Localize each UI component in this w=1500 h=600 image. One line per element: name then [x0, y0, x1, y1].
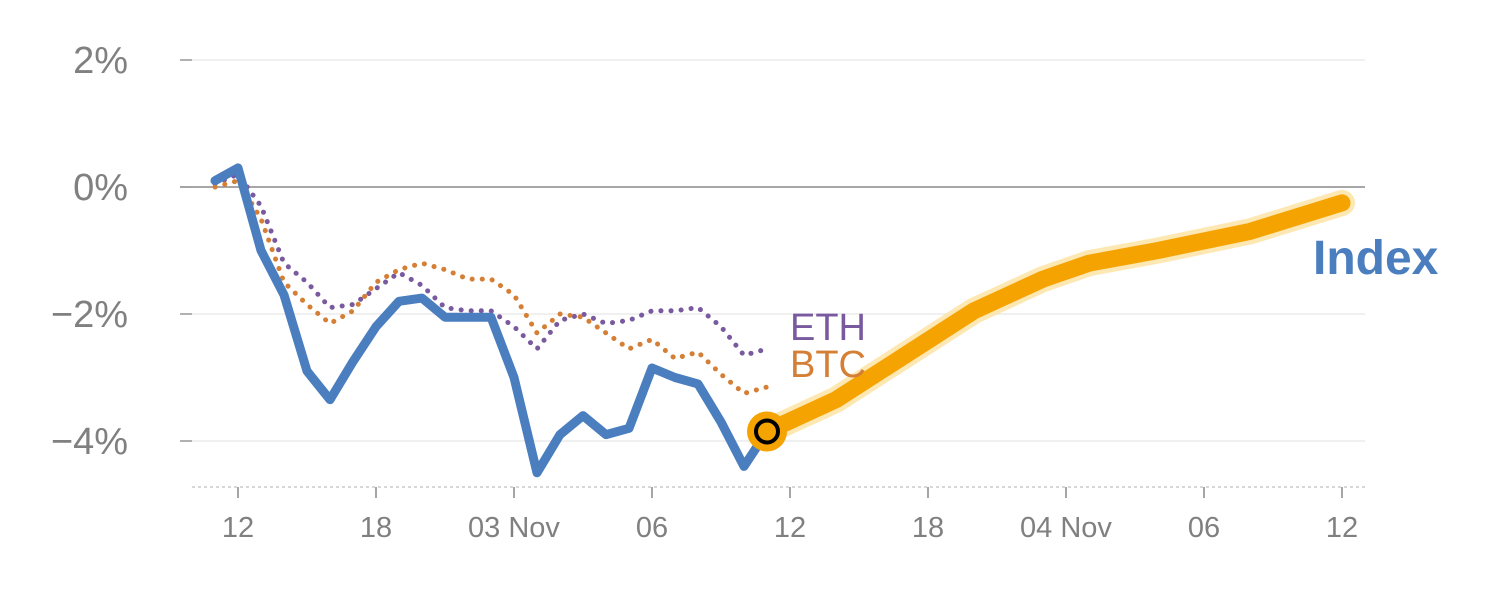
current-point-marker	[754, 418, 780, 445]
series-lines	[210, 163, 1355, 478]
x-tick-label: 06	[636, 512, 668, 544]
y-tick-label: −2%	[51, 294, 128, 336]
x-tick-label: 06	[1188, 512, 1220, 544]
x-tick-label: 18	[912, 512, 944, 544]
x-tick-label: 03 Nov	[468, 512, 560, 544]
x-tick-label: 12	[222, 512, 254, 544]
series-label-index: Index	[1313, 232, 1439, 285]
x-tick-label: 18	[360, 512, 392, 544]
x-tick-label: 12	[774, 512, 806, 544]
axes: 2% 0% −2% −4% 12 18 03 Nov 06 12 18 04 Nov 06 12	[51, 40, 1365, 544]
series-line-index	[210, 163, 772, 478]
x-tick-label: 04 Nov	[1020, 512, 1112, 544]
y-tick-label: 0%	[73, 167, 128, 209]
series-label-btc: BTC	[790, 344, 866, 386]
series-line-eth	[212, 171, 770, 358]
series-line-index-projection	[758, 194, 1351, 440]
y-tick-label: 2%	[73, 40, 128, 82]
y-tick-label: −4%	[51, 421, 128, 463]
series-line-btc	[212, 178, 770, 396]
x-tick-label: 12	[1326, 512, 1358, 544]
series-label-eth: ETH	[790, 307, 866, 349]
